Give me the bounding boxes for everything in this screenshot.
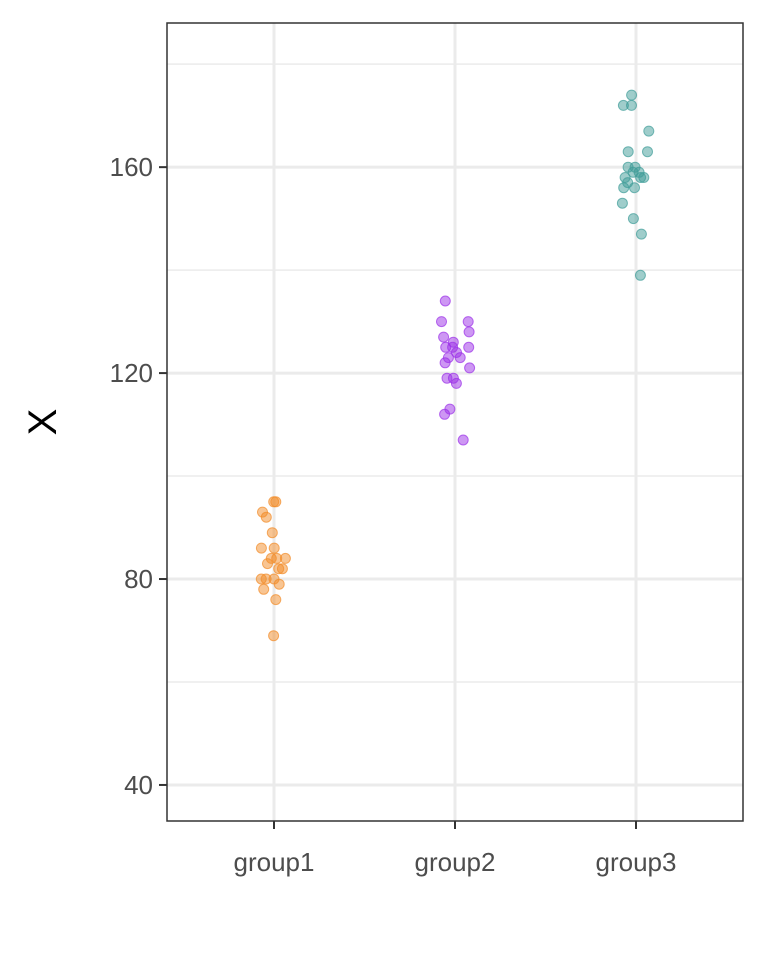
x-tick-label: group3 <box>596 847 677 877</box>
x-tick-label: group2 <box>415 847 496 877</box>
data-points <box>255 89 655 642</box>
data-point-group2 <box>464 362 476 374</box>
data-point-group3 <box>642 146 653 158</box>
data-point-group1 <box>270 594 282 606</box>
y-tick-label: 120 <box>110 358 153 388</box>
data-point-group1 <box>262 558 273 570</box>
data-point-group2 <box>441 372 453 384</box>
data-point-group1 <box>258 583 270 595</box>
data-point-group3 <box>635 228 647 240</box>
data-point-group3 <box>643 125 655 137</box>
data-point-group3 <box>629 182 640 194</box>
data-point-group2 <box>450 377 462 389</box>
data-point-group1 <box>255 542 267 554</box>
data-point-group3 <box>616 197 628 209</box>
data-point-group3 <box>626 89 638 101</box>
y-tick-label: 80 <box>124 564 153 594</box>
y-axis-title: X <box>21 409 65 436</box>
data-point-group2 <box>439 295 451 307</box>
data-point-group1 <box>260 511 272 523</box>
data-point-group1 <box>270 496 282 508</box>
data-point-group1 <box>273 578 285 590</box>
data-point-group2 <box>462 316 474 328</box>
x-axis: group1 group2 group3 <box>234 821 677 877</box>
data-point-group2 <box>463 326 475 338</box>
data-point-group3 <box>634 269 646 281</box>
data-point-group3 <box>627 213 639 225</box>
data-point-group3 <box>622 146 634 158</box>
data-point-group1 <box>268 542 280 554</box>
data-point-group2 <box>457 434 469 446</box>
x-tick-label: group1 <box>234 847 315 877</box>
data-point-group1 <box>268 630 280 642</box>
data-point-group3 <box>627 166 639 178</box>
data-point-group1 <box>266 527 278 539</box>
data-point-group2 <box>463 341 475 353</box>
y-tick-label: 40 <box>124 770 153 800</box>
y-axis: 40 80 120 160 <box>110 152 167 800</box>
y-tick-label: 160 <box>110 152 153 182</box>
data-point-group3 <box>618 182 630 194</box>
data-point-group3 <box>617 99 629 111</box>
data-point-group2 <box>439 357 451 369</box>
data-point-group3 <box>635 172 647 183</box>
data-point-group1 <box>273 563 285 575</box>
major-gridlines <box>167 23 743 821</box>
data-point-group2 <box>454 352 466 364</box>
data-point-group2 <box>439 408 451 420</box>
data-point-group1 <box>260 573 272 585</box>
data-point-group2 <box>436 316 447 328</box>
data-point-group2 <box>438 331 450 343</box>
